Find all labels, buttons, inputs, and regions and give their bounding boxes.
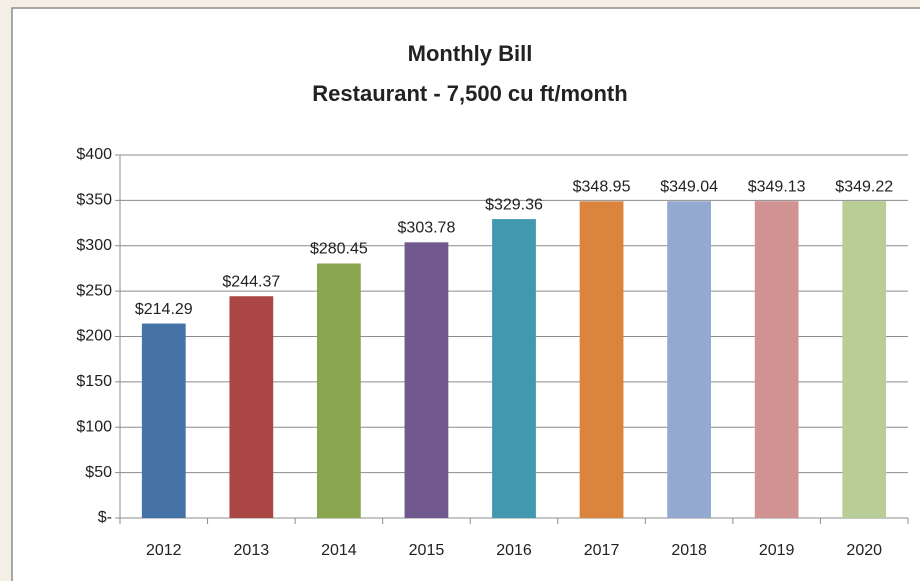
x-tick-label: 2013 (234, 542, 270, 559)
y-tick-label: $350 (76, 192, 112, 209)
bar (404, 242, 449, 519)
bar (754, 201, 799, 518)
chart-title: Monthly Bill (408, 41, 533, 66)
data-label: $329.36 (485, 196, 543, 213)
data-label: $349.04 (660, 178, 718, 195)
x-tick-label: 2017 (584, 542, 620, 559)
y-tick-label: $250 (76, 282, 112, 299)
y-tick-label: $- (98, 509, 112, 526)
data-label: $280.45 (310, 241, 368, 258)
bar (667, 201, 711, 518)
y-tick-label: $50 (85, 464, 112, 481)
bar (141, 323, 186, 518)
x-tick-label: 2014 (321, 542, 357, 559)
bar (492, 219, 536, 518)
data-label: $214.29 (135, 301, 193, 318)
data-label: $349.22 (835, 178, 893, 195)
data-label: $349.13 (748, 178, 806, 195)
chart-subtitle: Restaurant - 7,500 cu ft/month (312, 81, 627, 106)
bar (317, 263, 361, 518)
data-label: $348.95 (573, 179, 631, 196)
y-tick-label: $100 (76, 418, 112, 435)
bar (842, 201, 887, 518)
x-tick-label: 2016 (496, 542, 532, 559)
x-tick-label: 2019 (759, 542, 795, 559)
data-label: $303.78 (398, 220, 456, 237)
x-tick-label: 2015 (409, 542, 445, 559)
y-tick-label: $200 (76, 328, 112, 345)
x-tick-label: 2018 (671, 542, 707, 559)
bar (579, 201, 624, 518)
data-label: $244.37 (222, 273, 280, 290)
y-tick-label: $300 (76, 237, 112, 254)
x-tick-label: 2020 (846, 542, 882, 559)
x-tick-label: 2012 (146, 542, 182, 559)
bar (229, 296, 274, 518)
y-tick-label: $150 (76, 373, 112, 390)
y-tick-label: $400 (76, 146, 112, 163)
